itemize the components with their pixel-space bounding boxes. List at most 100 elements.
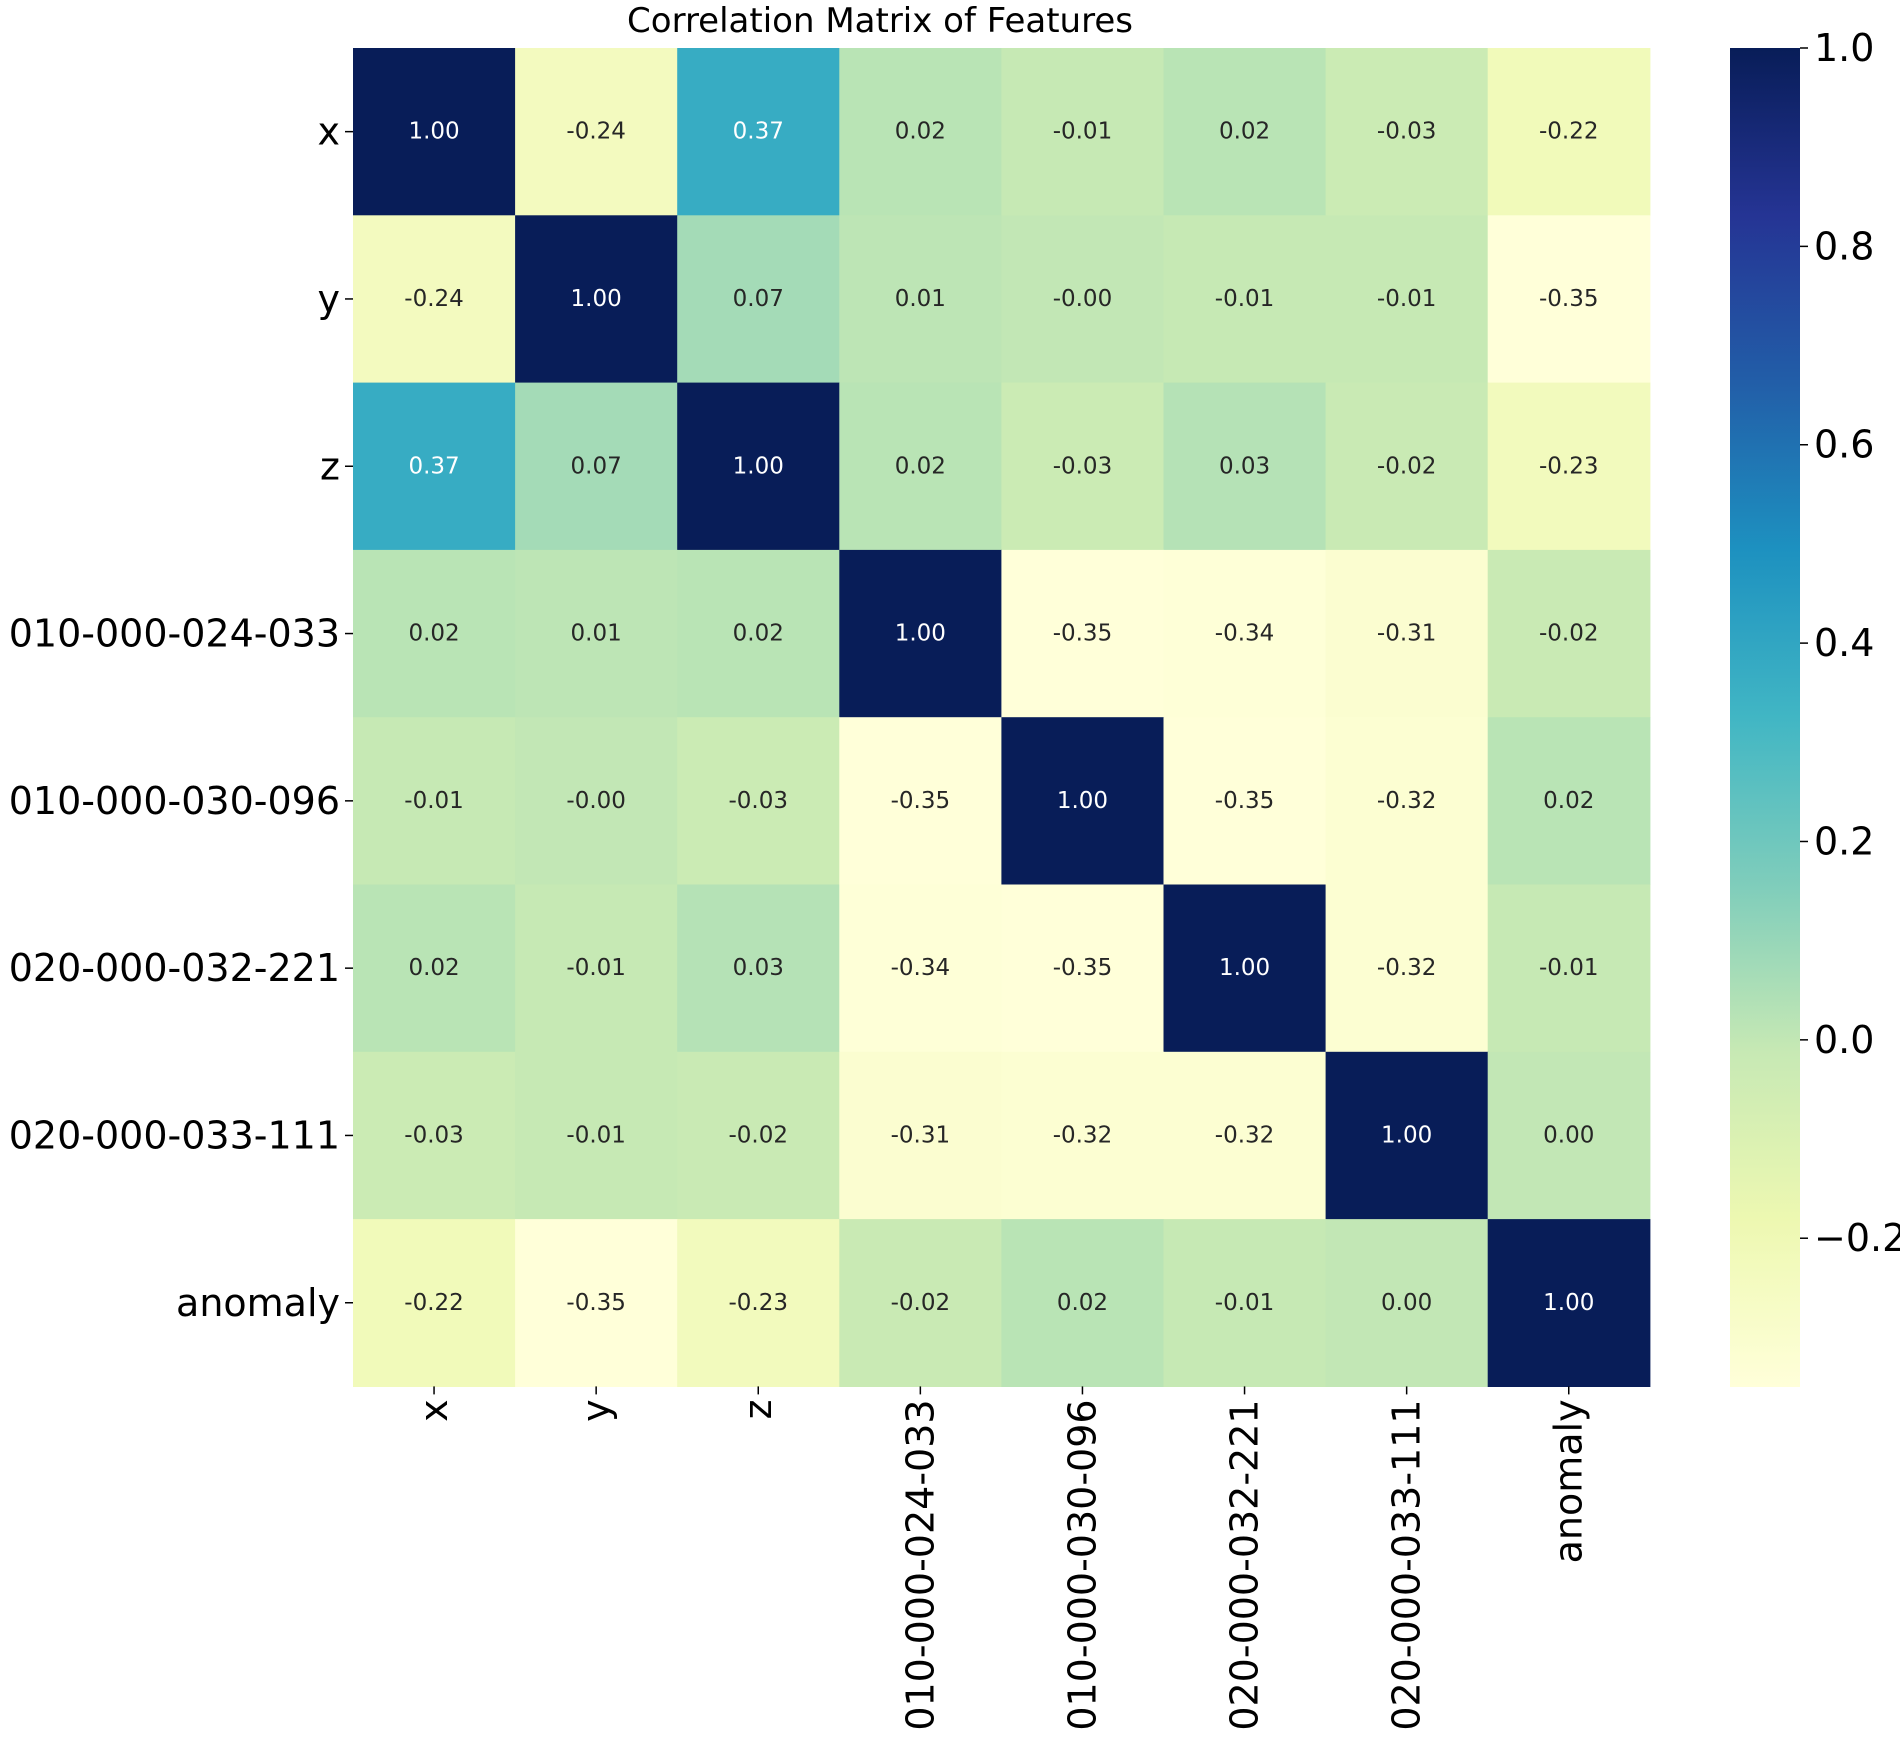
heatmap-cell-r2-c2 bbox=[677, 382, 840, 551]
cell-value-label: -0.24 bbox=[404, 286, 464, 312]
column-tick-label: anomaly bbox=[1547, 1399, 1591, 1563]
cell-value-label: -0.01 bbox=[404, 788, 464, 814]
heatmap-cell-r5-c7 bbox=[1487, 884, 1651, 1053]
cell-value-label: -0.02 bbox=[728, 1122, 788, 1148]
cell-value-label: 1.00 bbox=[733, 453, 784, 479]
heatmap-cell-r3-c3 bbox=[839, 549, 1002, 718]
row-tick-label: 020-000-033-111 bbox=[9, 1113, 340, 1157]
heatmap-cell-r4-c4 bbox=[1001, 717, 1165, 886]
heatmap-cell-r2-c4 bbox=[1001, 382, 1165, 551]
heatmap-cell-r3-c4 bbox=[1001, 549, 1165, 718]
colorbar-tick-label: 0.4 bbox=[1814, 621, 1874, 665]
heatmap-cell-r4-c7 bbox=[1487, 717, 1651, 886]
heatmap-cell-r1-c7 bbox=[1487, 215, 1651, 384]
row-tick-label: x bbox=[318, 110, 341, 154]
cell-value-label: -0.32 bbox=[1215, 1122, 1275, 1148]
heatmap-cell-r7-c4 bbox=[1001, 1219, 1165, 1387]
heatmap-cell-r1-c0 bbox=[353, 215, 516, 384]
cell-value-label: -0.24 bbox=[566, 119, 626, 145]
cell-value-label: -0.01 bbox=[1377, 286, 1437, 312]
heatmap-cell-r1-c3 bbox=[839, 215, 1002, 384]
cell-value-label: 0.07 bbox=[733, 286, 784, 312]
heatmap-cell-r3-c5 bbox=[1163, 549, 1327, 718]
colorbar-tick-label: 0.0 bbox=[1814, 1018, 1874, 1062]
heatmap-cell-r7-c2 bbox=[677, 1219, 840, 1387]
cell-value-label: -0.00 bbox=[1053, 286, 1113, 312]
colorbar-tick-label: 0.2 bbox=[1814, 819, 1874, 863]
cell-value-label: 0.37 bbox=[733, 119, 784, 145]
cell-value-label: 0.02 bbox=[1057, 1290, 1108, 1316]
column-tick-label: 020-000-032-221 bbox=[1223, 1399, 1267, 1730]
heatmap-cell-r6-c4 bbox=[1001, 1051, 1165, 1220]
heatmap-cell-r0-c7 bbox=[1487, 48, 1651, 216]
cell-value-label: -0.03 bbox=[728, 788, 788, 814]
cell-value-label: 1.00 bbox=[408, 119, 459, 145]
heatmap-cell-r0-c5 bbox=[1163, 48, 1327, 216]
chart-title: Correlation Matrix of Features bbox=[627, 1, 1133, 41]
cell-value-label: -0.23 bbox=[1539, 453, 1599, 479]
cell-value-label: -0.35 bbox=[1053, 621, 1113, 647]
heatmap-cell-r4-c2 bbox=[677, 717, 840, 886]
heatmap-cell-r2-c0 bbox=[353, 382, 516, 551]
heatmap-cell-r5-c0 bbox=[353, 884, 516, 1053]
colorbar-tick-label: 1.0 bbox=[1814, 26, 1874, 70]
heatmap-cell-r6-c5 bbox=[1163, 1051, 1327, 1220]
heatmap-cell-r5-c2 bbox=[677, 884, 840, 1053]
cell-value-label: -0.31 bbox=[891, 1122, 951, 1148]
colorbar-tick-label: 0.6 bbox=[1814, 423, 1874, 467]
heatmap-cells bbox=[353, 48, 1651, 1387]
cell-value-label: -0.03 bbox=[1377, 119, 1437, 145]
cell-value-label: -0.35 bbox=[566, 1290, 626, 1316]
heatmap-cell-r2-c1 bbox=[515, 382, 678, 551]
heatmap-cell-r3-c0 bbox=[353, 549, 516, 718]
row-tick-label: 010-000-030-096 bbox=[9, 779, 340, 823]
cell-value-label: -0.35 bbox=[891, 788, 951, 814]
cell-value-label: -0.35 bbox=[1215, 788, 1275, 814]
cell-value-label: -0.01 bbox=[1539, 955, 1599, 981]
cell-value-label: -0.31 bbox=[1377, 621, 1437, 647]
cell-value-label: -0.03 bbox=[1053, 453, 1113, 479]
cell-value-label: 0.01 bbox=[571, 621, 622, 647]
heatmap-cell-r2-c5 bbox=[1163, 382, 1327, 551]
cell-value-label: 1.00 bbox=[895, 621, 946, 647]
heatmap-cell-r1-c5 bbox=[1163, 215, 1327, 384]
cell-value-label: 0.02 bbox=[895, 453, 946, 479]
heatmap-cell-r6-c0 bbox=[353, 1051, 516, 1220]
row-tick-label: 020-000-032-221 bbox=[9, 946, 340, 990]
cell-value-label: 0.03 bbox=[1219, 453, 1270, 479]
heatmap-cell-r2-c6 bbox=[1325, 382, 1489, 551]
column-tick-label: z bbox=[736, 1399, 780, 1419]
cell-value-label: -0.01 bbox=[1053, 119, 1113, 145]
heatmap-cell-r0-c6 bbox=[1325, 48, 1489, 216]
cell-value-label: -0.35 bbox=[1539, 286, 1599, 312]
cell-value-label: 1.00 bbox=[571, 286, 622, 312]
row-tick-label: y bbox=[318, 277, 341, 321]
heatmap-cell-r6-c1 bbox=[515, 1051, 678, 1220]
cell-value-label: 0.01 bbox=[895, 286, 946, 312]
heatmap-cell-r3-c1 bbox=[515, 549, 678, 718]
cell-value-label: -0.02 bbox=[1377, 453, 1437, 479]
cell-value-label: 1.00 bbox=[1057, 788, 1108, 814]
heatmap-cell-r2-c7 bbox=[1487, 382, 1651, 551]
heatmap-cell-r4-c6 bbox=[1325, 717, 1489, 886]
column-tick-label: x bbox=[412, 1399, 456, 1422]
colorbar-gradient bbox=[1730, 48, 1800, 1387]
heatmap-cell-r6-c6 bbox=[1325, 1051, 1489, 1220]
cell-value-label: 0.00 bbox=[1543, 1122, 1594, 1148]
heatmap-cell-r7-c5 bbox=[1163, 1219, 1327, 1387]
cell-value-label: -0.34 bbox=[891, 955, 951, 981]
cell-value-label: 1.00 bbox=[1219, 955, 1270, 981]
heatmap-cell-r4-c3 bbox=[839, 717, 1002, 886]
heatmap-cell-r6-c3 bbox=[839, 1051, 1002, 1220]
heatmap-cell-r0-c1 bbox=[515, 48, 678, 216]
heatmap-cell-r1-c6 bbox=[1325, 215, 1489, 384]
colorbar-tick-label: −0.2 bbox=[1814, 1216, 1900, 1260]
heatmap-cell-r0-c3 bbox=[839, 48, 1002, 216]
cell-value-label: 0.07 bbox=[571, 453, 622, 479]
heatmap-cell-r1-c1 bbox=[515, 215, 678, 384]
column-tick-label: 020-000-033-111 bbox=[1385, 1399, 1429, 1730]
colorbar: −0.2 0.0 0.2 0.4 0.6 0.8 1.0 bbox=[1730, 26, 1900, 1387]
heatmap-cell-r3-c6 bbox=[1325, 549, 1489, 718]
heatmap-cell-r7-c0 bbox=[353, 1219, 516, 1387]
